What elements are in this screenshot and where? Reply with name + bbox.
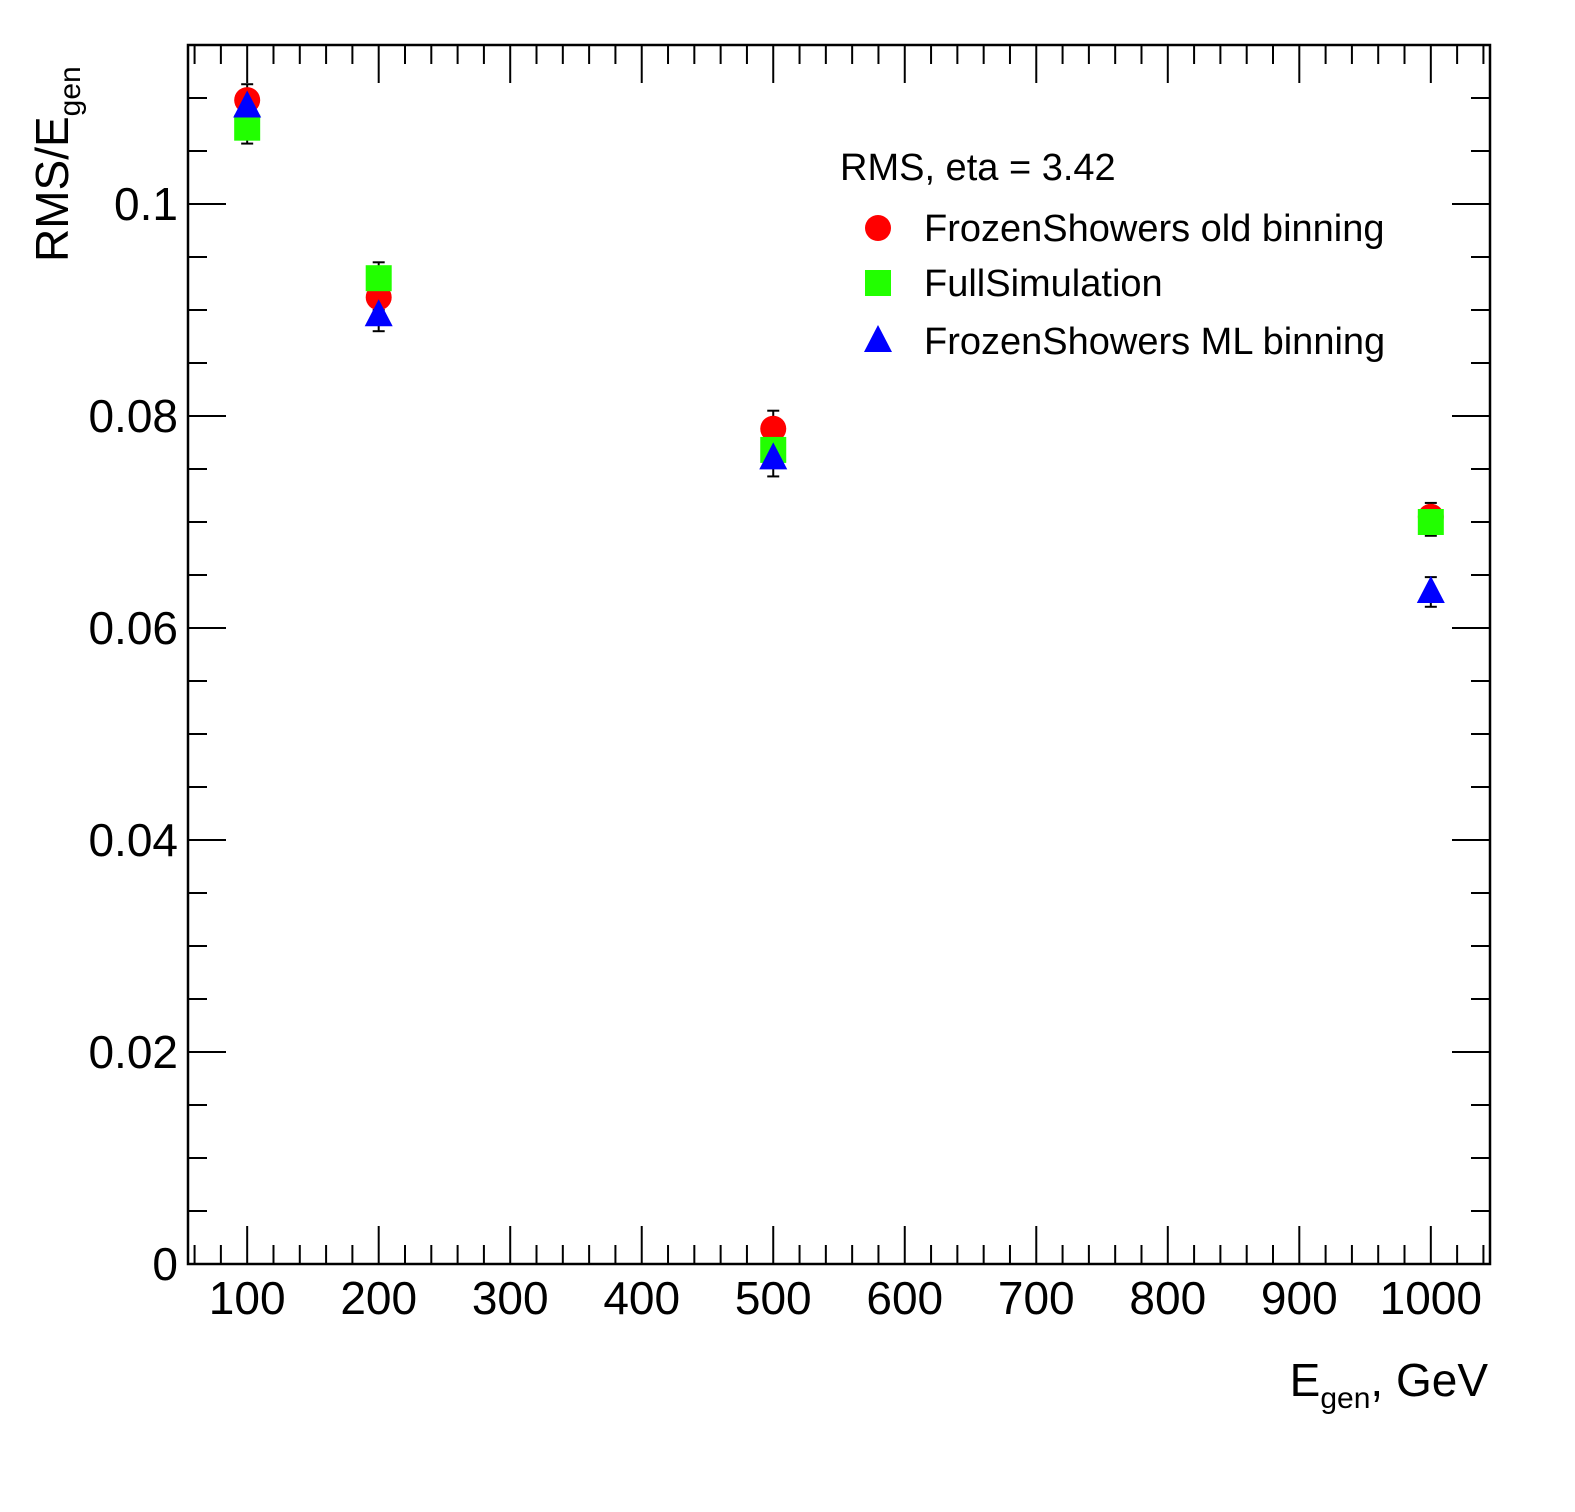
x-tick-label: 400 [603,1272,680,1324]
data-point-triangle [233,90,262,118]
x-tick-label: 200 [340,1272,417,1324]
y-tick-label: 0.08 [88,390,178,442]
y-tick-label: 0.06 [88,602,178,654]
data-point-triangle [759,442,788,470]
legend-label: FrozenShowers old binning [924,208,1385,250]
data-point-triangle [364,299,393,327]
axis-ticks [188,44,1490,1265]
plot-frame [186,43,1492,1266]
legend-marker-triangle [864,325,892,352]
x-tick-label: 1000 [1380,1272,1482,1324]
x-tick-label: 900 [1261,1272,1338,1324]
data-point-triangle [1416,575,1445,603]
y-tick-label: 0.1 [114,178,178,230]
data-point-square [365,265,392,292]
legend-label: FullSimulation [924,263,1163,305]
y-tick-labels: 0 0.02 0.04 0.06 0.08 0.1 [88,178,178,1290]
x-tick-label: 800 [1129,1272,1206,1324]
y-axis-title-sub: gen [54,66,87,116]
y-tick-label: 0.02 [88,1026,178,1078]
x-tick-label: 500 [735,1272,812,1324]
y-tick-label: 0.04 [88,814,178,866]
x-tick-label: 600 [866,1272,943,1324]
legend-header: RMS, eta = 3.42 [840,147,1116,189]
data-points [233,87,1445,603]
x-axis-title-sub: gen [1320,1382,1370,1415]
legend-marker-circle [865,215,891,241]
data-point-circle [760,415,787,442]
legend-label: FrozenShowers ML binning [924,321,1385,363]
y-axis-title: RMS/Egen [26,66,87,262]
data-point-square [1417,509,1444,535]
x-tick-label: 100 [209,1272,286,1324]
x-axis-title: Egen, GeV [1290,1354,1489,1415]
x-axis-title-main: E [1290,1354,1321,1406]
legend: RMS, eta = 3.42 FrozenShowers old binnin… [840,147,1385,363]
x-axis-title-suffix: , GeV [1370,1354,1488,1406]
data-point-square [234,114,261,141]
y-tick-label: 0 [152,1238,178,1290]
x-tick-labels: 100 200 300 400 500 600 700 800 900 1000 [209,1272,1482,1324]
x-tick-label: 300 [472,1272,549,1324]
legend-entries: FrozenShowers old binning FullSimulation F… [864,208,1385,363]
x-tick-label: 700 [998,1272,1075,1324]
y-axis-title-main: RMS/E [26,116,78,262]
legend-marker-square [865,270,891,296]
